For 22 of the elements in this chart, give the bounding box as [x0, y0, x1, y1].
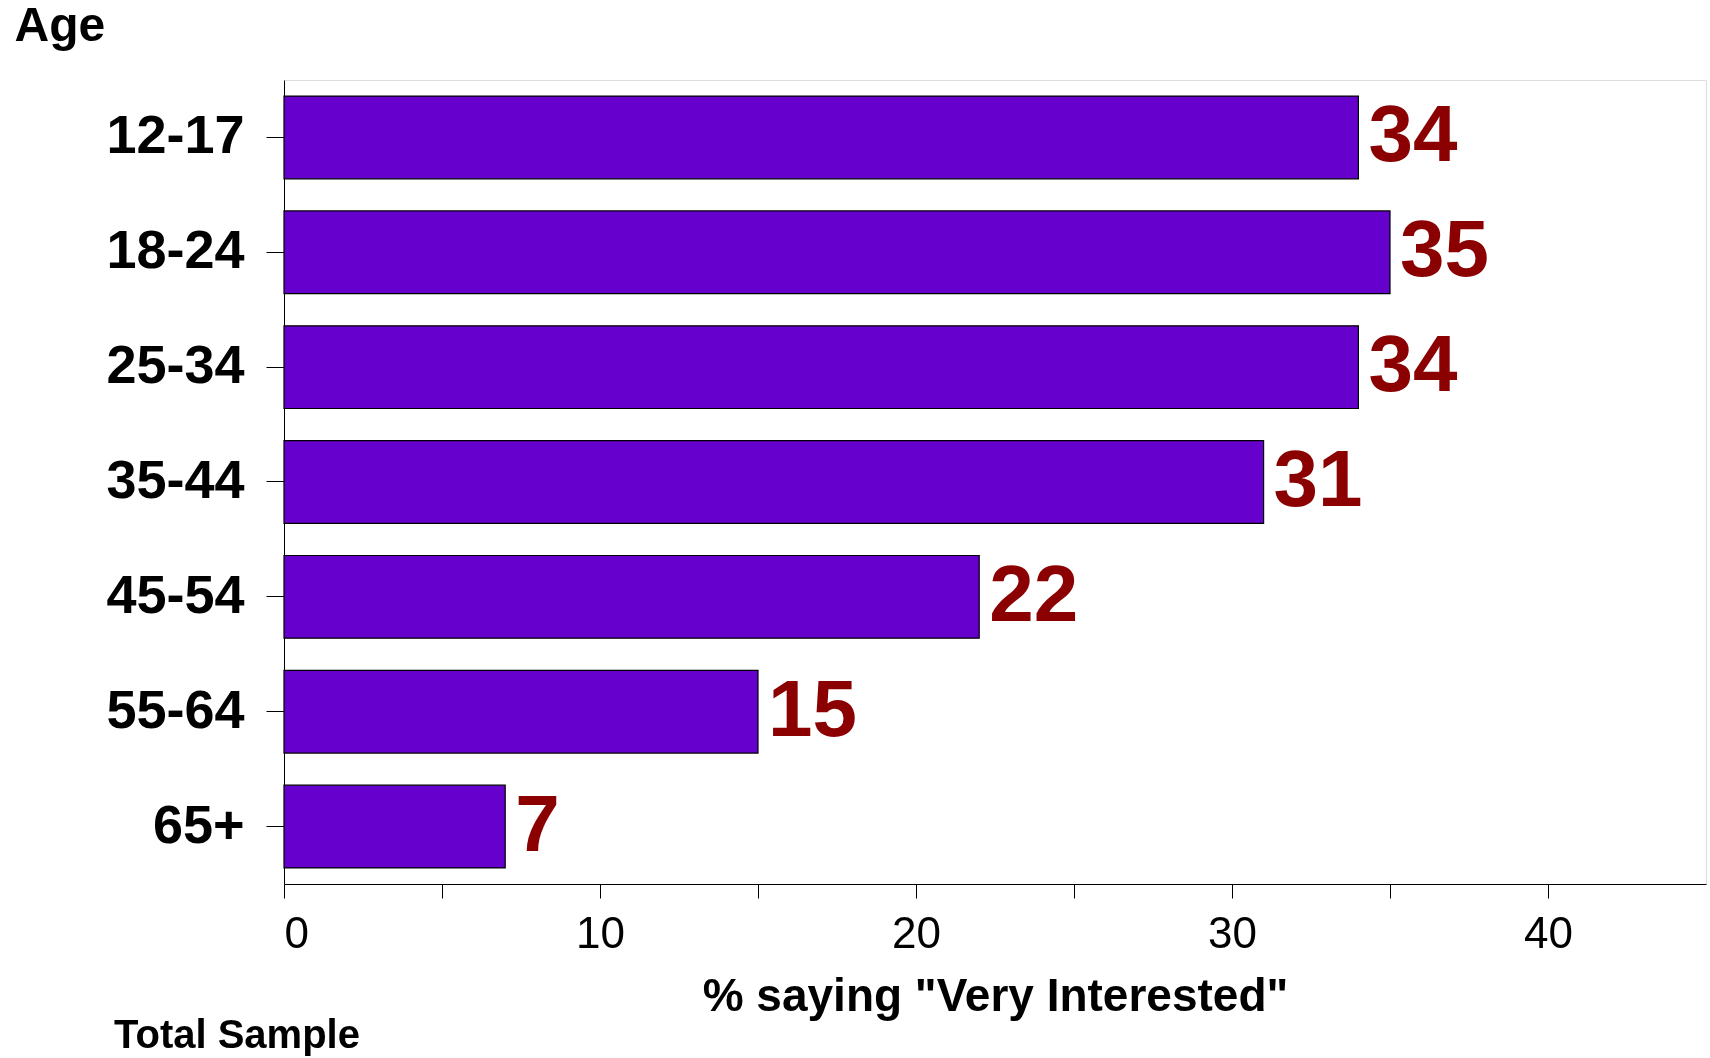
- x-tick-label: 20: [892, 907, 941, 957]
- y-tick-label: 12-17: [106, 104, 245, 165]
- text: Total Sample: [114, 1012, 360, 1056]
- data-label: 7: [515, 778, 560, 868]
- x-tick-label: 30: [1208, 907, 1257, 957]
- data-label: 34: [1368, 319, 1458, 409]
- data-label: 15: [768, 663, 857, 753]
- data-label: 31: [1273, 434, 1363, 523]
- data-label: 34: [1368, 89, 1458, 179]
- y-tick-label: 35-44: [106, 449, 245, 509]
- y-axis-title: Age: [14, 0, 106, 51]
- x-tick-label: 10: [576, 907, 625, 957]
- y-tick-label: 18-24: [106, 219, 245, 280]
- y-tick-label: 45-54: [106, 563, 245, 624]
- x-axis-title: % saying "Very Interested": [702, 968, 1289, 1021]
- y-tick-label: 55-64: [106, 678, 245, 739]
- x-tick-label: 0: [284, 907, 309, 957]
- y-tick-label: 25-34: [106, 334, 245, 395]
- x-tick-label: 40: [1524, 907, 1573, 957]
- y-tick-label: 65+: [152, 793, 245, 854]
- data-label: 22: [989, 548, 1079, 638]
- data-label: 35: [1400, 204, 1489, 294]
